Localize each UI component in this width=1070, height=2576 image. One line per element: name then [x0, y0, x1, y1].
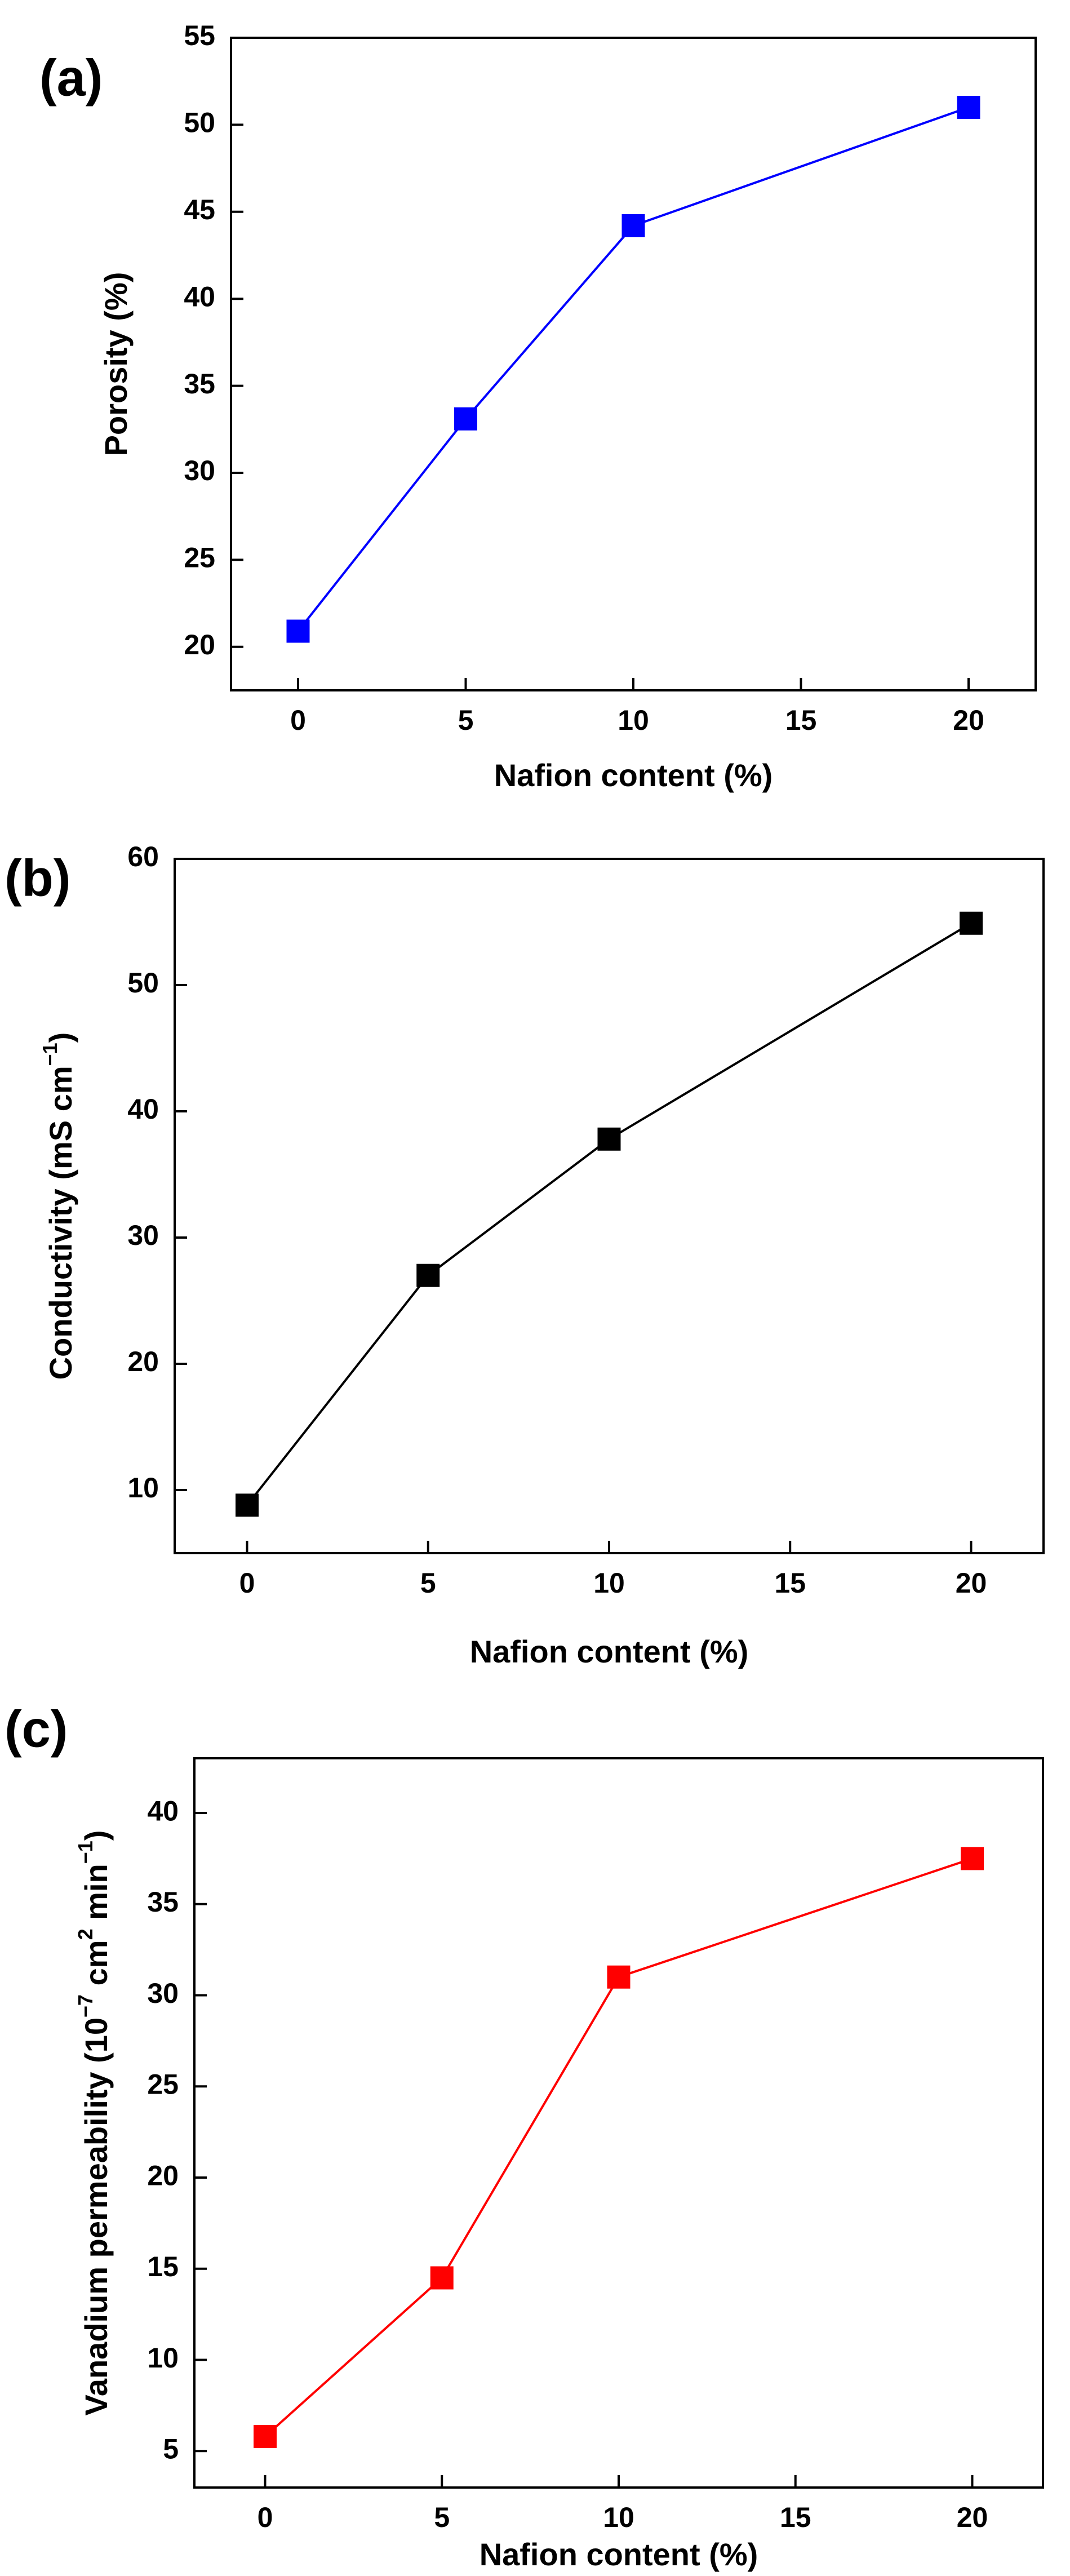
series-line: [297, 106, 969, 632]
x-tick-label: 10: [603, 2502, 634, 2533]
x-tick-label: 10: [618, 704, 649, 736]
y-tick-label: 20: [147, 2160, 179, 2191]
y-tick-label: 20: [127, 1346, 159, 1377]
y-tick-label: 30: [147, 1978, 179, 2009]
x-tick-label: 20: [956, 1567, 987, 1599]
x-axis-title: Nafion content (%): [470, 1634, 749, 1669]
panel-label: (a): [39, 49, 103, 107]
x-tick-label: 15: [780, 2502, 811, 2533]
y-tick-label: 60: [127, 841, 159, 872]
x-tick-label: 5: [434, 2502, 450, 2533]
data-point: [254, 2424, 277, 2448]
x-tick-label: 5: [458, 704, 474, 736]
plot-frame: [193, 1757, 1044, 2489]
panel-label: (c): [5, 1700, 68, 1758]
x-axis-title: Nafion content (%): [494, 757, 773, 793]
x-tick-label: 0: [290, 704, 306, 736]
plot-frame: [174, 858, 1045, 1554]
x-tick-label: 0: [239, 1567, 255, 1599]
x-tick-label: 0: [257, 2502, 273, 2533]
y-tick-label: 30: [127, 1220, 159, 1251]
x-tick-label: 20: [953, 704, 984, 736]
y-tick-label: 40: [184, 281, 215, 312]
y-tick-label: 35: [184, 368, 215, 400]
data-point: [454, 407, 477, 431]
panel-label: (b): [5, 849, 70, 907]
series-line: [246, 922, 972, 1506]
y-axis-title: Porosity (%): [98, 272, 134, 456]
chart-panel: (a) 0 5 10 15 20 20 25 30 35 40 45 50 55 Nafion conten…: [39, 20, 1037, 793]
y-tick-label: 20: [184, 629, 215, 660]
y-tick-label: 25: [184, 542, 215, 574]
data-point: [621, 214, 645, 238]
x-tick-label: 15: [785, 704, 817, 736]
y-tick-label: 45: [184, 194, 215, 225]
y-tick-label: 35: [147, 1886, 179, 1918]
data-point: [236, 1493, 259, 1517]
data-point: [416, 1263, 440, 1287]
data-point: [961, 1847, 984, 1870]
x-axis-title: Nafion content (%): [479, 2537, 758, 2572]
y-tick-label: 50: [127, 967, 159, 999]
y-tick-label: 40: [147, 1795, 179, 1826]
y-axis-title: Conductivity (mS cm−1): [38, 1032, 78, 1380]
y-tick-label: 50: [184, 107, 215, 139]
y-tick-label: 25: [147, 2069, 179, 2100]
y-tick-label: 5: [163, 2433, 179, 2465]
x-tick-label: 20: [957, 2502, 988, 2533]
y-axis-title: Vanadium permeability (10−7 cm2 min−1): [74, 1830, 114, 2416]
y-tick-label: 10: [147, 2342, 179, 2374]
y-tick-label: 55: [184, 20, 215, 51]
y-tick-label: 10: [127, 1472, 159, 1504]
chart-panel: (c) 0 5 10 15 20 5 10 15 20 25 30 35 40 Nafion content…: [5, 1700, 1044, 2572]
data-point: [960, 911, 983, 935]
series-line: [264, 1857, 973, 2437]
x-tick-label: 15: [774, 1567, 806, 1599]
x-tick-label: 5: [420, 1567, 436, 1599]
y-tick-label: 15: [147, 2251, 179, 2282]
chart-panel: (b) 0 5 10 15 20 10 20 30 40 50 60 Nafion content (%…: [5, 841, 1045, 1669]
y-tick-label: 40: [127, 1093, 159, 1125]
x-tick-label: 10: [593, 1567, 625, 1599]
data-point: [957, 96, 980, 119]
data-point: [286, 619, 310, 643]
y-tick-label: 30: [184, 455, 215, 486]
data-point: [607, 1965, 631, 1989]
plot-frame: [230, 37, 1037, 691]
data-point: [597, 1127, 621, 1151]
data-point: [430, 2266, 454, 2290]
